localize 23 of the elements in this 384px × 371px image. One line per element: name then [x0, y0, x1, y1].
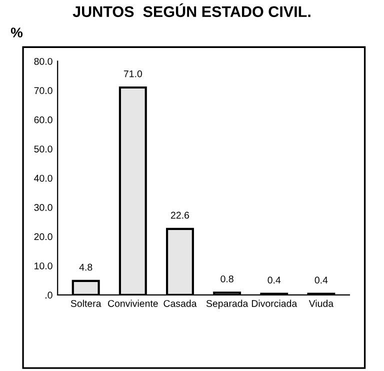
data-label: 0.4 [314, 276, 328, 284]
chart-title: JUNTOS SEGÚN ESTADO CIVIL. [72, 3, 310, 18]
y-axis-title: % [10, 28, 23, 38]
y-tick-label: 40.0 [34, 174, 52, 182]
data-label: 4.8 [79, 264, 92, 271]
data-label: 0.4 [268, 276, 281, 284]
data-label: 22.6 [171, 212, 190, 219]
x-tick-label: Divorciada [252, 300, 298, 307]
y-tick-label: 80.0 [34, 58, 52, 65]
y-tick-label: 60.0 [34, 116, 52, 124]
y-tick-label: 50.0 [34, 146, 52, 152]
y-tick-label: 30.0 [34, 204, 52, 211]
y-tick-label: 10.0 [34, 262, 52, 270]
y-tick-label: 20.0 [34, 233, 52, 240]
data-label: 0.8 [220, 275, 234, 282]
data-label: 71.0 [124, 70, 142, 78]
x-tick-label: Casada [164, 300, 197, 307]
x-tick-label: Separada [206, 300, 248, 309]
x-tick-label: Viuda [308, 300, 334, 307]
x-tick-label: Conviviente [108, 300, 158, 307]
y-tick-label: 70.0 [34, 87, 52, 94]
y-tick-label: .0 [46, 292, 52, 299]
x-tick-label: Soltera [70, 300, 102, 307]
